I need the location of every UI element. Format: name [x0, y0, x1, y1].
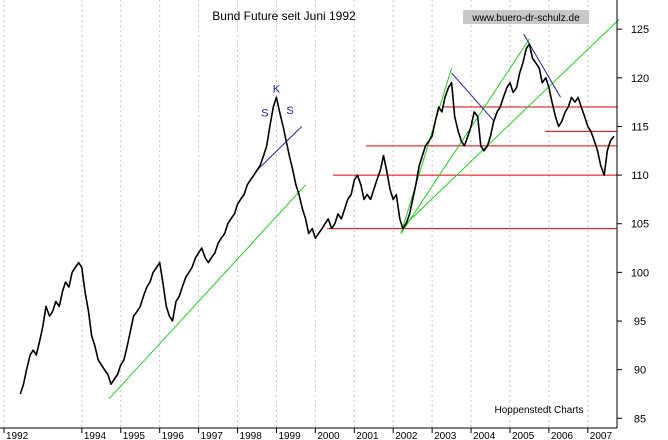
- x-tick-label: 1998: [240, 431, 263, 440]
- trend-line: [451, 72, 495, 122]
- pattern-annotation-layer: SKS: [261, 83, 294, 119]
- y-tick-label: 85: [634, 413, 646, 425]
- x-tick-label: 1995: [123, 431, 146, 440]
- watermark-background: [463, 10, 589, 24]
- trend-line: [108, 184, 307, 400]
- axis-layer: [0, 0, 618, 429]
- pattern-label: S: [261, 108, 268, 120]
- pattern-label: K: [273, 83, 281, 95]
- y-tick-label: 120: [631, 73, 649, 85]
- x-tick-label: 2005: [512, 431, 535, 440]
- series-layer: [19, 43, 615, 395]
- y-tick-label: 95: [634, 316, 646, 328]
- x-tick-label: 1999: [278, 431, 301, 440]
- grid-layer: [3, 0, 589, 428]
- chart-title: Bund Future seit Juni 1992: [212, 9, 356, 23]
- y-tick-label: 90: [634, 365, 646, 377]
- pattern-label: S: [286, 105, 293, 117]
- trend-line: [400, 38, 530, 234]
- x-tick-label: 1997: [201, 431, 224, 440]
- x-tick-label: 1992: [6, 431, 29, 440]
- trendline-layer: [108, 19, 620, 400]
- x-tick-label: 1996: [162, 431, 185, 440]
- x-tick-label: 2007: [590, 431, 613, 440]
- y-tick-label: 105: [631, 219, 649, 231]
- x-tick-label: 2003: [434, 431, 457, 440]
- x-tick-label: 2000: [317, 431, 340, 440]
- y-tick-label: 115: [631, 121, 649, 133]
- trend-line: [256, 126, 303, 171]
- x-tick-label: 2004: [473, 431, 496, 440]
- y-tick-layer: 85 90 95 100 105 110 115 120 125: [617, 24, 649, 425]
- trend-line: [400, 19, 620, 229]
- source-label: Hoppenstedt Charts: [495, 405, 584, 416]
- x-tick-label: 2006: [551, 431, 574, 440]
- series-line: [19, 43, 615, 395]
- watermark-url[interactable]: www.buero-dr-schulz.de: [471, 13, 580, 24]
- y-tick-label: 110: [631, 170, 649, 182]
- trend-line: [400, 67, 453, 234]
- x-tick-layer: 1992 1994 1995 1996 1997 1998 1999 2000 2001 2002…: [3, 428, 613, 440]
- y-tick-label: 100: [631, 267, 649, 279]
- y-tick-label: 125: [631, 24, 649, 36]
- x-tick-label: 2001: [356, 431, 379, 440]
- x-tick-label: 2002: [395, 431, 418, 440]
- x-tick-label: 1994: [84, 431, 107, 440]
- support-resistance-layer: [327, 106, 617, 230]
